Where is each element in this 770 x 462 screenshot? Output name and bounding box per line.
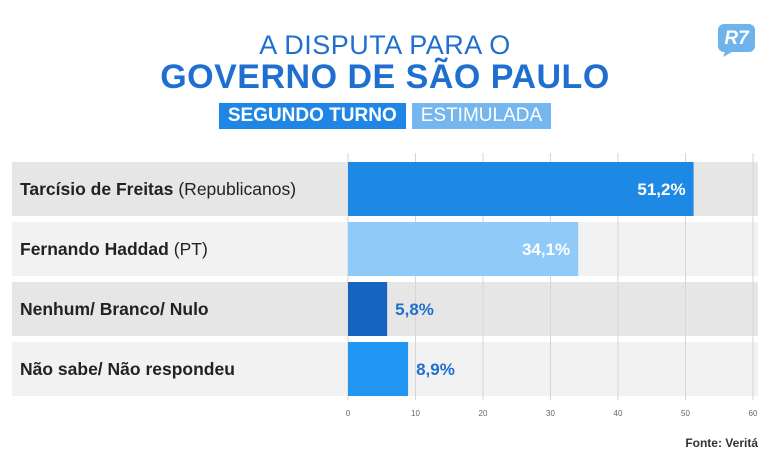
tag-estimulada: ESTIMULADA [411,103,552,129]
r7-logo: R7 [718,24,755,57]
tick-label: 60 [749,409,758,418]
value-label: 5,8% [395,300,434,319]
category-party: (PT) [173,238,208,259]
category-name: Fernando Haddad [20,238,169,259]
bar [348,222,579,276]
tick-label: 30 [546,409,555,418]
category-label: Não sabe/ Não respondeu [12,342,345,396]
tick-label: 0 [346,409,351,418]
bar [348,342,409,396]
category-label: Fernando Haddad (PT) [12,222,345,276]
r7-logo-text: R7 [724,28,749,49]
title-line2: GOVERNO DE SÃO PAULO [160,58,610,96]
r7-logo-bubble-icon [718,24,755,57]
category-label: Nenhum/ Branco/ Nulo [12,282,345,336]
category-name: Nenhum/ Branco/ Nulo [20,298,209,319]
category-party: (Republicanos) [178,178,297,199]
bar [348,162,694,216]
value-label: 34,1% [522,240,570,259]
category-label: Tarcísio de Freitas (Republicanos) [12,162,345,216]
bar [348,282,388,336]
subtitle-tags: SEGUNDO TURNO ESTIMULADA [0,103,770,129]
tick-label: 50 [681,409,690,418]
source-note: Fonte: Veritá [685,436,758,450]
tag-segundo-turno: SEGUNDO TURNO [218,103,406,129]
value-label: 8,9% [416,360,455,379]
tick-label: 20 [479,409,488,418]
tick-label: 40 [614,409,623,418]
title-line1: A DISPUTA PARA O [259,30,511,60]
category-name: Não sabe/ Não respondeu [20,358,235,379]
value-label: 51,2% [637,180,685,199]
category-name: Tarcísio de Freitas [20,178,174,199]
tick-label: 10 [411,409,420,418]
